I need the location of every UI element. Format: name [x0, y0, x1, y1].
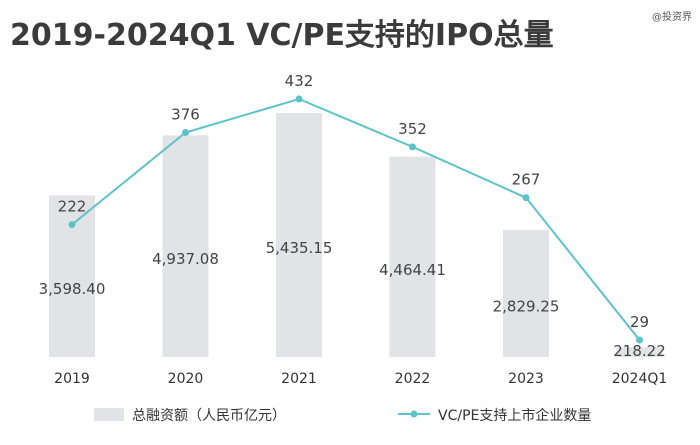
line-value-labels: 222 376 432 352 267 29 [58, 72, 649, 331]
line-point-2019 [68, 221, 76, 229]
line-value-label-2019: 222 [58, 198, 87, 216]
line-path [71, 97, 641, 341]
x-axis-labels: 2019 2020 2021 2022 2023 2024Q1 [54, 371, 667, 387]
legend-line-label: VC/PE支持上市企业数量 [438, 407, 591, 424]
x-tick-label-2022: 2022 [395, 371, 431, 387]
line-point-2020 [182, 128, 189, 136]
x-tick-label-2019: 2019 [54, 371, 90, 387]
chart-title: 2019-2024Q1 VC/PE支持的IPO总量 [10, 18, 554, 53]
legend-line-marker [410, 410, 418, 418]
bar-value-label-2024Q1: 218.22 [613, 342, 666, 360]
line-point-2021 [295, 95, 303, 103]
bar-value-label-2020: 4,937.08 [152, 250, 219, 268]
legend: 总融资额（人民币亿元） VC/PE支持上市企业数量 [94, 407, 591, 424]
line-point-2022 [409, 143, 416, 151]
bar-value-label-2019: 3,598.40 [39, 280, 106, 298]
x-tick-label-2021: 2021 [281, 371, 317, 387]
bar-value-labels: 3,598.40 4,937.08 5,435.15 4,464.41 2,829.25… [39, 239, 666, 360]
bar-value-label-2022: 4,464.41 [379, 261, 446, 279]
line-value-label-2022: 352 [398, 120, 427, 138]
line-point-2024Q1 [636, 336, 643, 344]
bar-value-label-2021: 5,435.15 [266, 239, 333, 257]
line-value-label-2024Q1: 29 [630, 313, 649, 331]
line-point-2023 [522, 194, 530, 202]
bar-2020 [162, 135, 209, 357]
x-tick-label-2020: 2020 [168, 371, 204, 387]
x-tick-label-2024Q1: 2024Q1 [612, 371, 668, 387]
line-series [68, 95, 643, 344]
bar-2022 [389, 156, 436, 357]
bar-2023 [503, 229, 549, 357]
bar-2024Q1 [616, 347, 663, 357]
line-value-label-2020: 376 [171, 105, 200, 123]
bar-series [49, 113, 663, 357]
legend-bar-swatch [94, 408, 124, 421]
bar-2021 [276, 113, 322, 357]
line-value-label-2021: 432 [285, 72, 314, 90]
line-value-label-2023: 267 [512, 171, 541, 189]
bar-2019 [49, 195, 95, 357]
bar-value-label-2023: 2,829.25 [493, 297, 560, 315]
legend-bar-label: 总融资额（人民币亿元） [132, 408, 286, 424]
x-tick-label-2023: 2023 [508, 371, 544, 387]
watermark: @投资界 [652, 12, 692, 23]
